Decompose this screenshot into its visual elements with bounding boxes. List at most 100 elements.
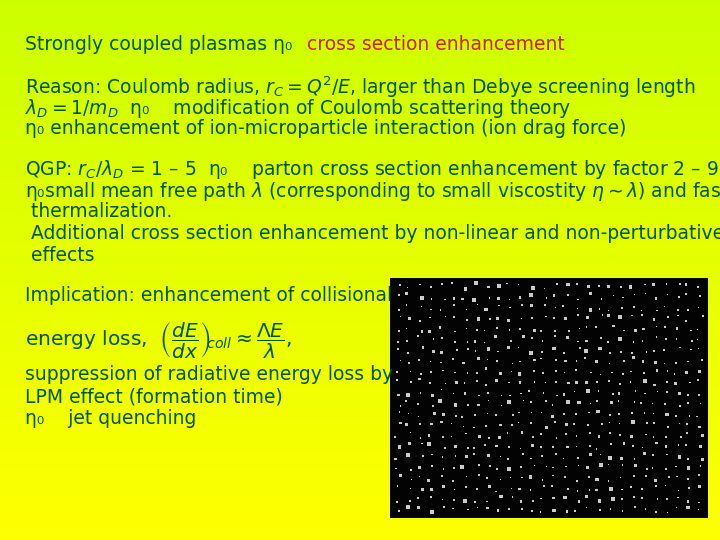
Point — [670, 335, 682, 343]
Point — [392, 482, 403, 490]
Point — [525, 348, 536, 357]
Point — [449, 338, 461, 347]
Point — [613, 410, 624, 418]
Point — [401, 421, 413, 429]
Point — [662, 291, 673, 299]
Point — [446, 420, 457, 428]
Point — [529, 355, 541, 364]
Point — [695, 462, 706, 470]
Point — [639, 409, 650, 417]
Point — [651, 482, 662, 491]
Point — [529, 461, 541, 470]
Point — [513, 418, 524, 427]
Point — [527, 497, 539, 505]
Point — [617, 293, 629, 302]
Point — [393, 507, 405, 516]
Point — [491, 465, 503, 474]
Point — [502, 454, 513, 463]
Point — [413, 503, 425, 512]
Point — [581, 492, 593, 501]
Point — [638, 368, 649, 377]
Point — [436, 358, 447, 367]
Point — [449, 301, 460, 309]
Point — [552, 280, 563, 288]
Point — [685, 326, 697, 335]
Point — [695, 442, 706, 451]
Point — [572, 295, 584, 304]
Point — [459, 389, 471, 397]
Point — [547, 442, 559, 451]
Point — [404, 497, 415, 505]
Point — [683, 503, 694, 512]
Point — [683, 484, 695, 492]
Point — [468, 423, 480, 432]
Point — [485, 314, 496, 323]
Point — [536, 408, 547, 417]
Point — [415, 389, 426, 397]
Point — [437, 433, 449, 441]
Point — [639, 389, 651, 397]
Point — [492, 356, 503, 365]
Point — [685, 345, 697, 354]
Point — [546, 401, 558, 409]
Point — [604, 359, 616, 368]
Point — [436, 495, 448, 504]
Point — [680, 280, 692, 289]
Point — [618, 357, 630, 366]
Point — [394, 443, 405, 451]
Text: effects: effects — [25, 246, 94, 265]
Point — [591, 397, 603, 406]
Point — [581, 323, 593, 332]
Point — [526, 301, 537, 310]
Point — [405, 428, 416, 437]
Point — [581, 378, 593, 387]
Point — [480, 306, 492, 314]
Point — [516, 473, 528, 482]
Point — [585, 450, 596, 459]
Point — [516, 497, 527, 505]
Point — [626, 432, 638, 441]
Point — [568, 420, 580, 428]
Point — [674, 389, 685, 398]
Point — [648, 280, 660, 289]
Point — [516, 314, 527, 323]
Point — [394, 281, 405, 290]
Point — [436, 471, 447, 480]
Point — [402, 451, 414, 460]
Point — [403, 409, 415, 417]
Point — [693, 303, 704, 312]
Text: $\lambda_D = 1/m_D$  η₀    modification of Coulomb scattering theory: $\lambda_D = 1/m_D$ η₀ modification of C… — [25, 97, 572, 119]
Point — [551, 434, 562, 442]
Point — [484, 482, 495, 491]
Point — [593, 407, 604, 416]
Point — [582, 463, 593, 471]
Point — [528, 283, 539, 292]
Point — [584, 486, 595, 495]
Point — [428, 402, 439, 410]
Point — [583, 472, 595, 481]
Point — [580, 347, 592, 355]
Point — [426, 493, 437, 502]
Point — [650, 358, 662, 367]
Point — [400, 397, 412, 406]
Point — [461, 452, 472, 461]
Point — [482, 355, 493, 364]
Point — [547, 471, 559, 480]
Point — [558, 349, 570, 357]
Point — [539, 378, 551, 387]
Point — [513, 408, 525, 417]
Point — [648, 346, 660, 355]
Point — [456, 463, 468, 471]
Point — [692, 325, 703, 334]
Point — [402, 348, 414, 357]
Point — [493, 433, 505, 442]
Point — [626, 367, 637, 376]
Point — [417, 485, 428, 494]
Point — [595, 450, 606, 459]
Point — [495, 392, 507, 400]
Point — [594, 506, 606, 515]
Point — [503, 443, 515, 451]
Point — [670, 379, 682, 388]
Point — [638, 325, 649, 333]
Point — [570, 507, 581, 515]
